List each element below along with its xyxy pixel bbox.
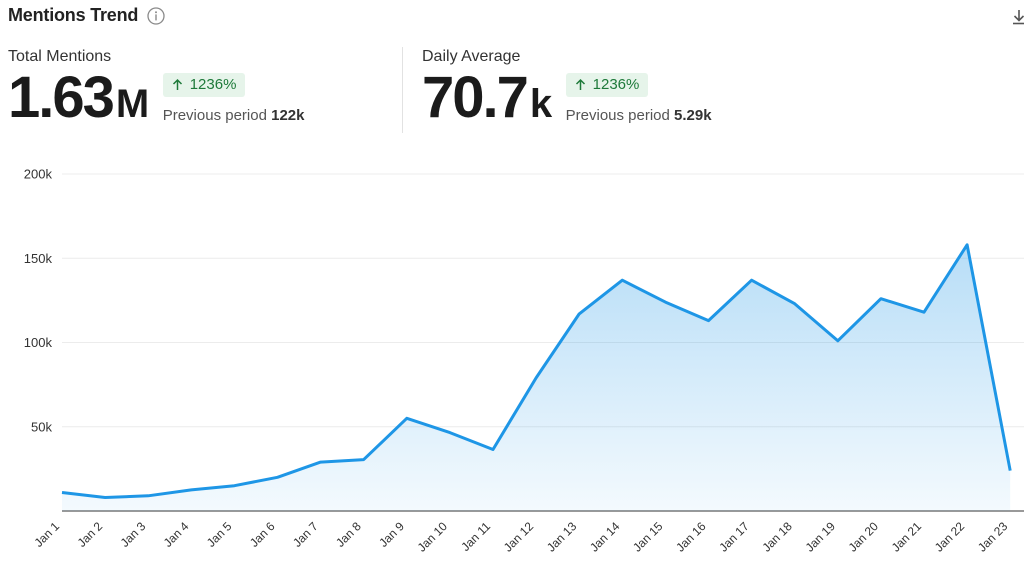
x-tick-label: Jan 7 [290,519,321,550]
x-tick-label: Jan 18 [759,519,795,555]
x-tick-label: Jan 23 [975,519,1011,555]
x-tick-label: Jan 11 [458,519,493,554]
daily-average-label: Daily Average [422,48,521,65]
series-line [61,243,1012,499]
total-change-value: 1236% [189,76,237,93]
x-tick-label: Jan 4 [161,519,192,550]
y-tick-label: 200k [24,167,53,182]
x-tick-label: Jan 8 [333,519,364,550]
x-tick-label: Jan 13 [544,519,580,555]
x-tick-label: Jan 3 [118,519,149,550]
x-tick-label: Jan 20 [846,519,882,555]
y-tick-label: 100k [24,335,53,350]
y-tick-label: 50k [31,419,52,434]
total-previous-period: Previous period 122k [162,107,305,124]
arrow-up-icon [575,78,585,90]
x-tick-label: Jan 12 [501,519,537,555]
x-tick-label: Jan 14 [587,519,623,555]
mentions-area-chart: Jan 1 Jan 2 Jan 3 Jan 4 Jan 5 Jan 6 Jan 7 Jan 8… [24,167,1024,555]
card-title: Mentions Trend [8,5,139,25]
total-mentions-stat: Total Mentions 1.63M 1236% Previous peri… [8,48,305,134]
x-tick-label: Jan 16 [673,519,709,555]
stat-divider [402,47,403,133]
x-tick-label: Jan 19 [803,519,839,555]
daily-change-badge: 1236% [565,73,649,97]
total-change-badge: 1236% [162,73,246,97]
y-tick-label: 150k [24,251,53,266]
daily-average-stat: Daily Average 70.7k 1236% Previous perio… [422,48,712,134]
x-tick-label: Jan 17 [716,519,752,555]
x-tick-label: Jan 22 [932,519,968,555]
info-icon[interactable] [147,6,165,25]
x-tick-label: Jan 15 [630,519,666,555]
x-tick-label: Jan 21 [889,519,925,555]
daily-change-value: 1236% [592,76,640,93]
x-tick-label: Jan 10 [415,519,451,555]
arrow-up-icon [172,78,182,90]
total-previous-value: 122k [271,107,305,124]
x-tick-label: Jan 1 [31,519,62,550]
daily-previous-value: 5.29k [674,107,712,124]
card-header: Mentions Trend [8,5,165,26]
x-tick-label: Jan 9 [376,519,407,550]
daily-previous-period: Previous period 5.29k [565,107,712,124]
daily-average-value: 70.7k [422,65,552,130]
total-mentions-value: 1.63M [8,65,149,130]
x-tick-label: Jan 5 [204,519,235,550]
x-tick-label: Jan 6 [247,519,278,550]
x-tick-label: Jan 2 [75,519,106,550]
download-icon[interactable] [1011,8,1024,28]
total-mentions-label: Total Mentions [8,48,112,65]
